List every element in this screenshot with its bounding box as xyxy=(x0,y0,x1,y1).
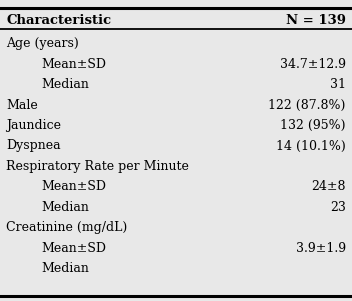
Text: Male: Male xyxy=(6,98,38,112)
Text: Median: Median xyxy=(42,78,89,91)
Text: Age (years): Age (years) xyxy=(6,37,79,50)
Text: Mean±SD: Mean±SD xyxy=(42,242,107,255)
Text: N = 139: N = 139 xyxy=(286,14,346,27)
Text: 122 (87.8%): 122 (87.8%) xyxy=(268,98,346,112)
Text: Creatinine (mg/dL): Creatinine (mg/dL) xyxy=(6,221,127,234)
Text: Mean±SD: Mean±SD xyxy=(42,180,107,194)
Text: 31: 31 xyxy=(330,78,346,91)
Text: Median: Median xyxy=(42,201,89,214)
Text: 23: 23 xyxy=(330,201,346,214)
Text: Respiratory Rate per Minute: Respiratory Rate per Minute xyxy=(6,160,189,173)
Text: Jaundice: Jaundice xyxy=(6,119,61,132)
Text: Median: Median xyxy=(42,262,89,275)
Text: Dyspnea: Dyspnea xyxy=(6,139,61,153)
Text: Mean±SD: Mean±SD xyxy=(42,57,107,71)
Text: 3.9±1.9: 3.9±1.9 xyxy=(296,242,346,255)
Text: 132 (95%): 132 (95%) xyxy=(280,119,346,132)
Text: 34.7±12.9: 34.7±12.9 xyxy=(279,57,346,71)
Text: 14 (10.1%): 14 (10.1%) xyxy=(276,139,346,153)
Text: Characteristic: Characteristic xyxy=(6,14,112,27)
Text: 24±8: 24±8 xyxy=(311,180,346,194)
